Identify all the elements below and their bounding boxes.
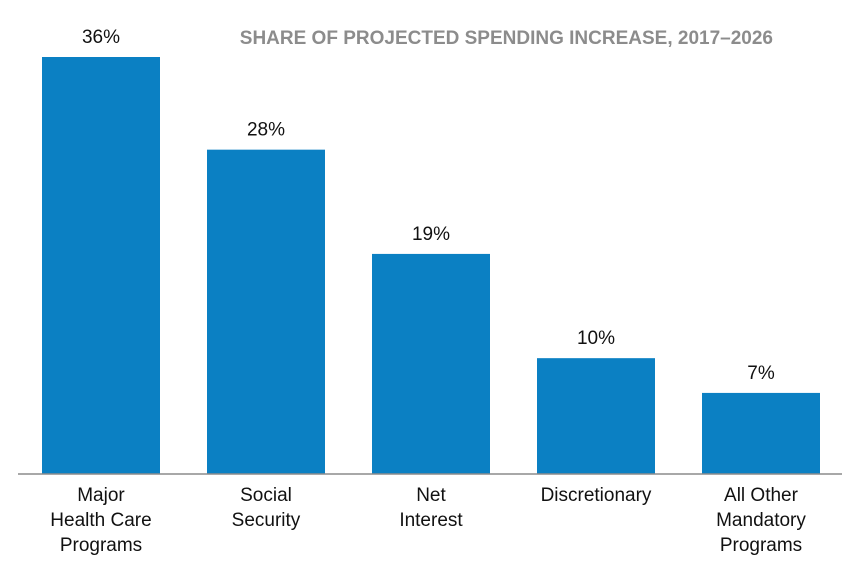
category-label-line: Discretionary: [541, 485, 652, 506]
category-label-line: All Other: [724, 485, 799, 506]
value-label-5: 7%: [747, 363, 775, 384]
category-label-5: All Other Mandatory Programs: [716, 485, 806, 556]
bar-2: [207, 149, 325, 474]
bar-1: [42, 57, 160, 474]
category-label-line: Interest: [399, 510, 463, 531]
bar-5: [702, 392, 820, 474]
category-label-line: Health Care: [50, 510, 151, 531]
category-label-line: Security: [232, 510, 301, 531]
bars-group: [42, 57, 820, 474]
category-label-line: Mandatory: [716, 510, 806, 531]
category-label-line: Programs: [720, 535, 802, 556]
value-label-1: 36%: [82, 27, 120, 48]
value-label-2: 28%: [247, 120, 285, 141]
value-label-3: 19%: [412, 224, 450, 245]
labels-group: 36% Major Health Care Programs 28% Social Secu…: [50, 27, 806, 556]
category-label-line: Social: [240, 485, 292, 506]
category-label-2: Social Security: [232, 485, 301, 531]
chart-title: SHARE OF PROJECTED SPENDING INCREASE, 20…: [240, 28, 773, 49]
category-label-line: Major: [77, 485, 125, 506]
bar-3: [372, 253, 490, 474]
category-label-3: Net Interest: [399, 485, 463, 531]
value-label-4: 10%: [577, 328, 615, 349]
category-label-1: Major Health Care Programs: [50, 485, 151, 556]
category-label-line: Net: [416, 485, 446, 506]
bar-4: [537, 358, 655, 474]
category-label-line: Programs: [60, 535, 142, 556]
category-label-4: Discretionary: [541, 485, 652, 506]
